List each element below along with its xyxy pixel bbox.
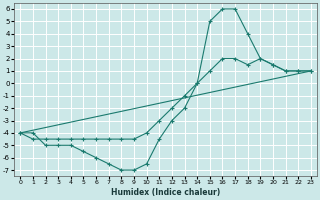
- X-axis label: Humidex (Indice chaleur): Humidex (Indice chaleur): [111, 188, 220, 197]
